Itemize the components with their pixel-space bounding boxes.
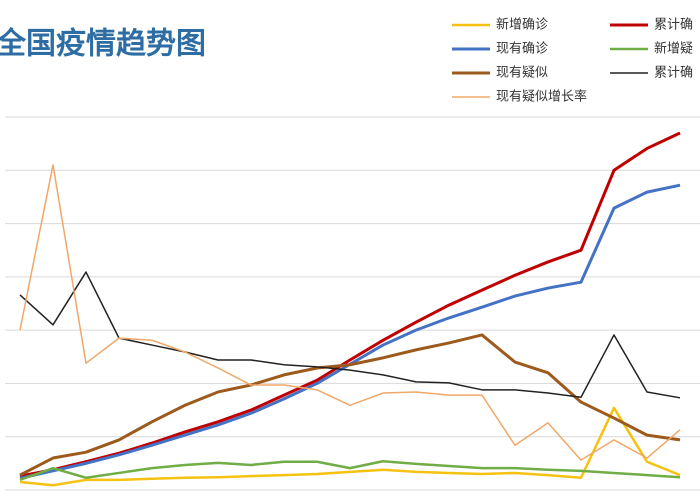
legend-label: 现有疑似 — [496, 65, 548, 81]
series-line — [19, 406, 681, 487]
series-line — [19, 333, 681, 477]
legend-label: 现有确诊 — [496, 42, 548, 57]
legend-label: 累计确 — [654, 18, 693, 33]
series-line — [19, 164, 681, 461]
legend-label: 累计确 — [654, 66, 693, 81]
legend-label: 新增确诊 — [496, 17, 548, 33]
legend-label: 现有疑似增长率 — [496, 89, 587, 105]
series-line — [19, 271, 681, 399]
series-line — [19, 131, 681, 478]
chart-title: 全国疫情趋势图 — [0, 27, 206, 62]
legend-label: 新增疑 — [654, 41, 693, 57]
series-line — [19, 459, 681, 482]
series-line — [19, 183, 681, 480]
